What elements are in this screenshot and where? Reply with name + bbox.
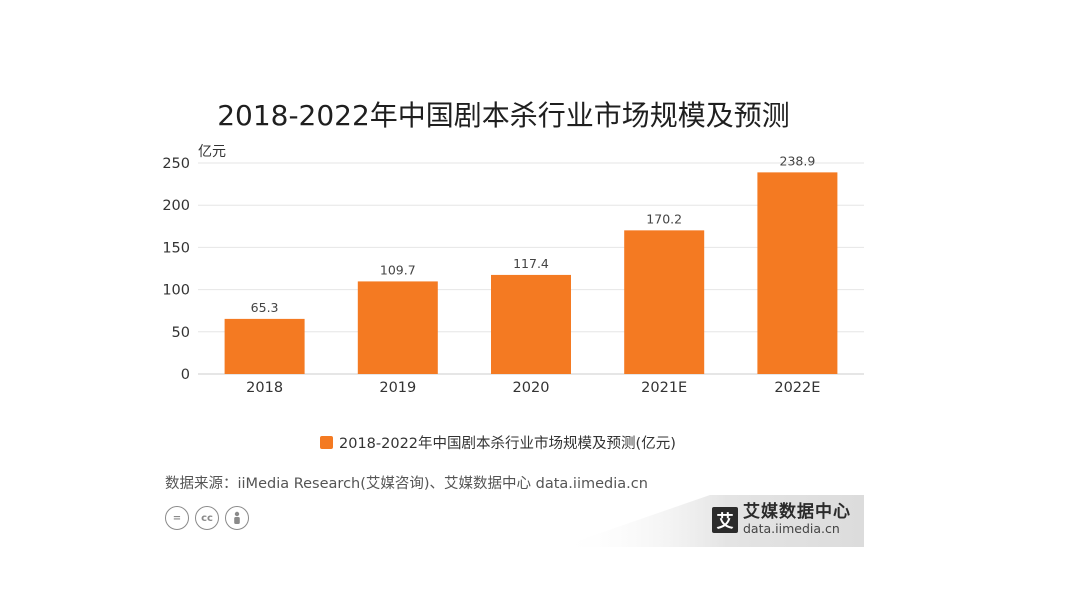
brand-mark-icon: 艾: [712, 506, 738, 533]
brand-url: data.iimedia.cn: [743, 521, 840, 536]
bar: [491, 274, 571, 374]
brand-name: 艾媒数据中心: [743, 502, 851, 522]
x-tick-label: 2019: [379, 380, 416, 396]
legend-swatch: [320, 436, 333, 449]
source-text: 数据来源：iiMedia Research(艾媒咨询)、艾媒数据中心 data.…: [165, 476, 648, 492]
y-tick-label: 200: [162, 198, 190, 214]
bar: [357, 281, 438, 374]
y-tick-label: 150: [162, 240, 190, 256]
data-label: 238.9: [780, 153, 816, 168]
y-tick-label: 250: [162, 156, 190, 172]
data-label: 65.3: [251, 300, 279, 315]
equals-icon: =: [165, 506, 189, 530]
x-tick-label: 2018: [246, 380, 283, 396]
x-tick-label: 2020: [513, 380, 550, 396]
x-tick-label: 2021E: [641, 380, 687, 396]
license-icons: = cc: [165, 506, 249, 530]
data-label: 117.4: [513, 256, 549, 271]
bar: [757, 172, 838, 374]
person-icon: [225, 506, 249, 530]
chart-title: 2018-2022年中国剧本杀行业市场规模及预测: [217, 99, 790, 132]
y-tick-label: 0: [181, 367, 190, 383]
bar: [224, 318, 305, 374]
bar: [624, 230, 705, 374]
data-label: 109.7: [380, 262, 416, 277]
y-tick-label: 100: [162, 283, 190, 299]
data-label: 170.2: [646, 211, 682, 226]
legend: 2018-2022年中国剧本杀行业市场规模及预测(亿元): [320, 432, 676, 453]
legend-label: 2018-2022年中国剧本杀行业市场规模及预测(亿元): [339, 436, 676, 452]
x-tick-label: 2022E: [774, 380, 820, 396]
brand-logo: 艾 艾媒数据中心 data.iimedia.cn: [712, 504, 851, 536]
y-axis-unit-label: 亿元: [198, 144, 226, 160]
cc-icon: cc: [195, 506, 219, 530]
y-tick-label: 50: [172, 325, 190, 341]
